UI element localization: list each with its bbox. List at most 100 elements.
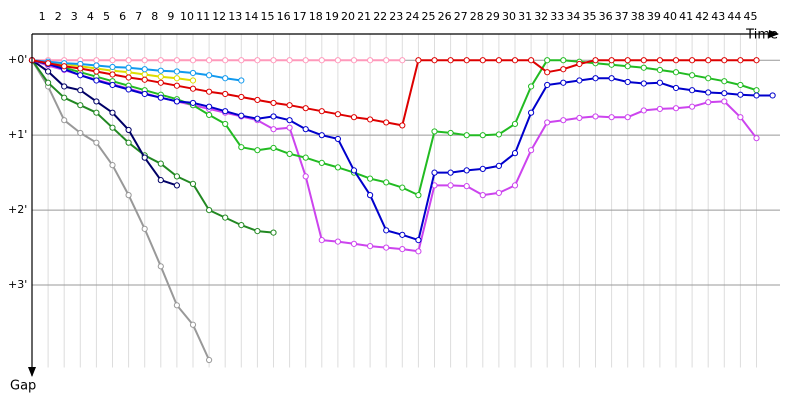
point xyxy=(254,147,261,154)
point xyxy=(528,57,535,64)
point xyxy=(238,57,245,64)
point xyxy=(672,84,680,92)
point xyxy=(399,184,406,191)
point xyxy=(689,103,696,110)
point xyxy=(173,98,180,105)
point xyxy=(576,60,583,68)
x-tick-label: 43 xyxy=(711,10,725,23)
point xyxy=(173,173,180,180)
point xyxy=(302,154,309,161)
point xyxy=(141,71,148,78)
point xyxy=(109,71,116,78)
point xyxy=(608,114,615,121)
x-tick-label: 6 xyxy=(119,10,126,23)
point xyxy=(189,85,197,92)
point xyxy=(189,180,197,187)
point xyxy=(350,240,358,247)
point xyxy=(141,76,148,83)
point xyxy=(141,66,148,73)
point xyxy=(109,109,116,116)
point xyxy=(689,57,696,64)
point xyxy=(125,86,132,93)
point xyxy=(463,132,470,139)
x-tick-label: 7 xyxy=(135,10,142,23)
x-tick-label: 1 xyxy=(39,10,46,23)
point xyxy=(141,57,148,64)
x-tick-label: 18 xyxy=(309,10,323,23)
point xyxy=(125,192,132,199)
point xyxy=(206,57,213,64)
point xyxy=(334,238,341,245)
point xyxy=(173,57,180,64)
y-tick-label: +3' xyxy=(8,278,27,291)
point xyxy=(93,98,100,105)
point xyxy=(528,147,535,154)
point xyxy=(45,60,52,67)
series-line xyxy=(31,59,178,187)
point xyxy=(383,244,390,251)
point xyxy=(495,57,502,64)
point xyxy=(302,105,309,112)
x-tick-label: 15 xyxy=(261,10,275,23)
point xyxy=(624,78,631,86)
point xyxy=(157,67,164,74)
point xyxy=(93,68,100,75)
x-tick-label: 21 xyxy=(357,10,371,23)
point xyxy=(61,94,68,101)
point xyxy=(415,248,422,255)
point xyxy=(270,99,277,107)
x-tick-label: 10 xyxy=(180,10,194,23)
point xyxy=(189,57,197,64)
point xyxy=(318,159,325,167)
point xyxy=(672,57,680,64)
point xyxy=(302,126,309,133)
point xyxy=(624,57,631,64)
point xyxy=(447,129,454,137)
point xyxy=(415,236,422,244)
point xyxy=(753,87,760,94)
point xyxy=(125,57,132,64)
x-tick-label: 4 xyxy=(87,10,94,23)
point xyxy=(367,116,374,123)
point xyxy=(270,113,277,120)
x-tick-label: 2 xyxy=(55,10,62,23)
point xyxy=(528,83,535,90)
point xyxy=(431,57,438,64)
point xyxy=(608,57,615,64)
point xyxy=(238,222,245,229)
point xyxy=(463,183,470,190)
point xyxy=(109,63,116,71)
point xyxy=(447,169,454,176)
point xyxy=(93,139,100,146)
point xyxy=(302,173,309,180)
point xyxy=(544,57,551,64)
point xyxy=(479,165,486,172)
series-line xyxy=(31,59,757,127)
x-tick-label: 17 xyxy=(293,10,307,23)
point xyxy=(383,57,390,64)
point xyxy=(109,81,116,89)
point xyxy=(705,99,712,106)
y-tick-label: +0' xyxy=(8,53,27,66)
point xyxy=(157,57,164,64)
x-tick-label: 28 xyxy=(470,10,484,23)
point xyxy=(592,113,599,120)
point xyxy=(270,126,277,133)
x-tick-label: 31 xyxy=(518,10,532,23)
point xyxy=(61,117,68,124)
x-tick-label: 20 xyxy=(341,10,355,23)
point xyxy=(334,57,341,64)
point xyxy=(222,57,229,64)
x-tick-label: 29 xyxy=(486,10,500,23)
point xyxy=(544,81,551,89)
point xyxy=(206,111,213,119)
series-line xyxy=(31,59,211,361)
point xyxy=(302,57,309,64)
point xyxy=(109,124,116,131)
x-tick-label: 44 xyxy=(727,10,741,23)
point xyxy=(206,88,213,95)
point xyxy=(109,162,116,169)
point xyxy=(447,182,454,189)
